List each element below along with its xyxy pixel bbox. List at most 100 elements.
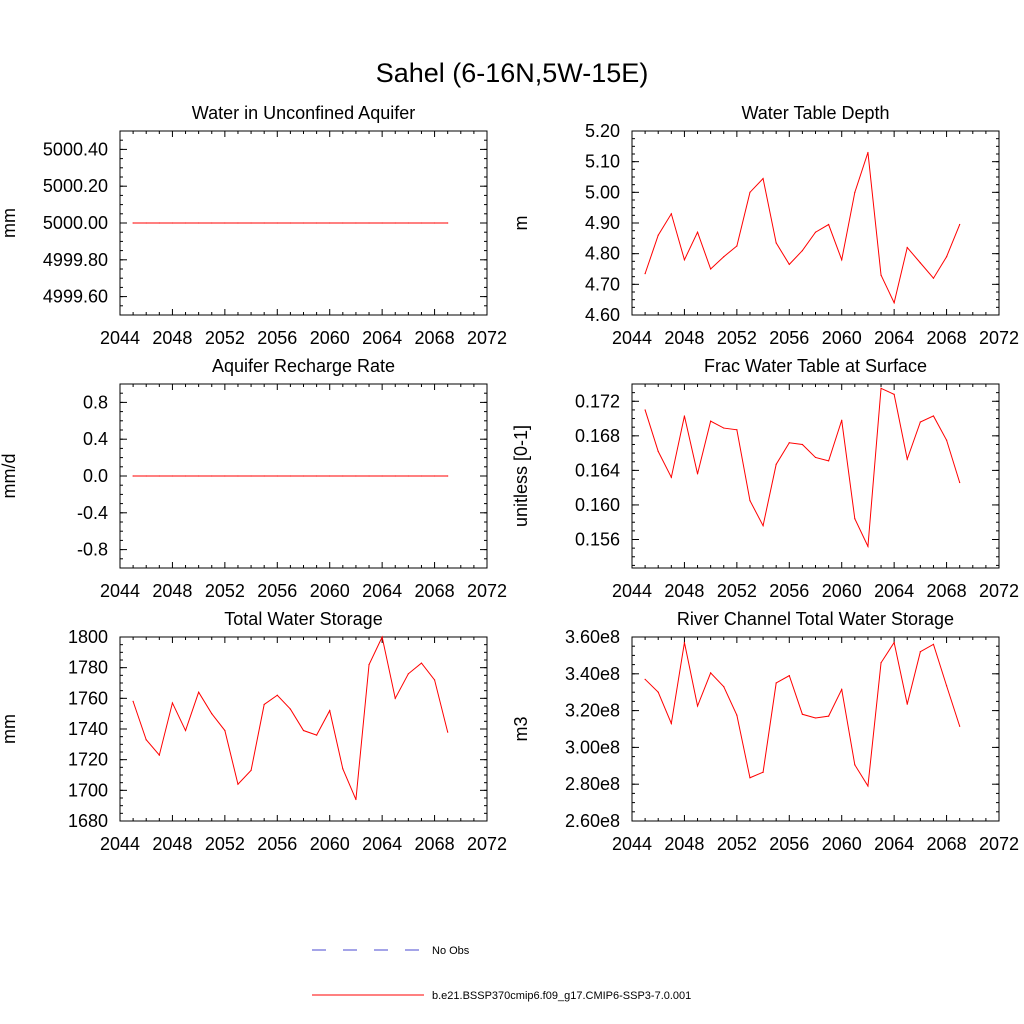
y-tick-label: 2.80e8 [565, 774, 620, 794]
y-tick-label: 3.00e8 [565, 737, 620, 757]
data-point [224, 475, 226, 477]
data-point [184, 222, 187, 224]
x-tick-label: 2056 [769, 834, 809, 854]
y-tick-label: 1760 [68, 688, 108, 708]
x-tick-label: 2072 [979, 834, 1019, 854]
data-point [880, 387, 882, 389]
panel-title: River Channel Total Water Storage [677, 609, 954, 629]
data-point [355, 222, 357, 224]
y-tick-label: 2.60e8 [565, 811, 620, 831]
data-point [906, 246, 908, 249]
data-point [158, 754, 160, 756]
data-point [841, 259, 843, 261]
data-point [329, 222, 331, 224]
x-tick-label: 2052 [717, 328, 757, 348]
data-point [420, 222, 423, 224]
x-tick-label: 2056 [769, 328, 809, 348]
y-tick-label: 3.40e8 [565, 664, 620, 684]
data-point [184, 729, 187, 732]
data-point [762, 525, 764, 527]
y-tick-label: 0.160 [575, 495, 620, 515]
data-point [132, 222, 134, 224]
data-point [198, 691, 200, 693]
data-point [644, 678, 646, 680]
data-point [381, 475, 383, 477]
data-point [867, 151, 869, 154]
legend-label-no-obs: No Obs [432, 945, 470, 957]
panel-title: Total Water Storage [224, 609, 382, 629]
chart-panel-3: Aquifer Recharge Rate mm/d 2044 2048 2052 205… [0, 356, 507, 601]
data-point [749, 500, 751, 502]
y-tick-label: 5000.40 [43, 139, 108, 159]
data-point [237, 475, 239, 477]
data-point [945, 256, 948, 258]
y-tick-label: 4999.60 [43, 287, 108, 307]
y-tick-label: 3.60e8 [565, 627, 620, 647]
data-point [906, 458, 908, 460]
data-point [814, 231, 817, 233]
y-tick-label: 1700 [68, 780, 108, 800]
x-tick-label: 2068 [415, 581, 455, 601]
data-point [736, 429, 738, 431]
data-point [250, 475, 252, 477]
data-point [841, 419, 843, 421]
data-point [762, 771, 764, 773]
data-point [132, 475, 134, 477]
data-point [710, 420, 712, 422]
panel-title: Frac Water Table at Surface [704, 356, 927, 376]
panel-title: Water Table Depth [741, 103, 889, 123]
x-tick-label: 2044 [100, 328, 140, 348]
data-point [762, 177, 764, 180]
x-tick-label: 2056 [257, 581, 297, 601]
data-point [394, 475, 396, 477]
data-point [145, 739, 147, 741]
data-point [736, 245, 738, 247]
data-point [670, 213, 672, 215]
data-point [932, 277, 935, 279]
x-tick-label: 2048 [664, 328, 704, 348]
legend: No Obs b.e21.BSSP370cmip6.f09_g17.CMIP6-… [312, 945, 691, 1002]
data-point [394, 697, 396, 699]
x-tick-label: 2068 [415, 328, 455, 348]
data-point [407, 475, 409, 477]
y-tick-label: 5000.00 [43, 213, 108, 233]
chart-panel-4: Frac Water Table at Surface unitless [0-1… [511, 356, 1019, 601]
data-point [723, 427, 725, 429]
data-point [132, 700, 134, 703]
x-tick-label: 2064 [874, 834, 914, 854]
data-point [854, 764, 856, 766]
data-point [775, 463, 777, 465]
x-tick-label: 2044 [612, 581, 652, 601]
data-point [289, 708, 291, 710]
chart-panel-5: Total Water Storage mm 2044 2048 2052 2056 206… [0, 609, 507, 854]
x-tick-label: 2052 [717, 581, 757, 601]
data-point [801, 250, 803, 252]
x-tick-label: 2072 [979, 581, 1019, 601]
data-point [932, 643, 935, 645]
data-point [775, 242, 777, 244]
data-point [657, 450, 659, 452]
data-point [381, 636, 383, 638]
data-point [683, 259, 686, 261]
y-tick-label: 0.0 [83, 466, 108, 486]
x-tick-label: 2060 [822, 834, 862, 854]
x-tick-label: 2072 [979, 328, 1019, 348]
y-axis-label: mm/d [0, 454, 19, 499]
x-tick-label: 2044 [612, 834, 652, 854]
x-tick-label: 2068 [927, 834, 967, 854]
y-tick-label: 1680 [68, 811, 108, 831]
data-point [736, 714, 738, 716]
data-point [670, 722, 672, 725]
data-point [893, 641, 895, 644]
x-tick-label: 2052 [717, 834, 757, 854]
data-point [171, 702, 174, 704]
data-point [749, 777, 751, 779]
data-point [945, 685, 948, 687]
x-tick-label: 2044 [100, 581, 140, 601]
chart-panels: Water in Unconfined Aquifer mm 2044 2048 205… [0, 103, 1019, 854]
data-point [433, 679, 436, 681]
y-tick-label: 1780 [68, 658, 108, 678]
x-tick-label: 2068 [927, 581, 967, 601]
data-point [276, 475, 278, 477]
data-point [657, 691, 659, 693]
